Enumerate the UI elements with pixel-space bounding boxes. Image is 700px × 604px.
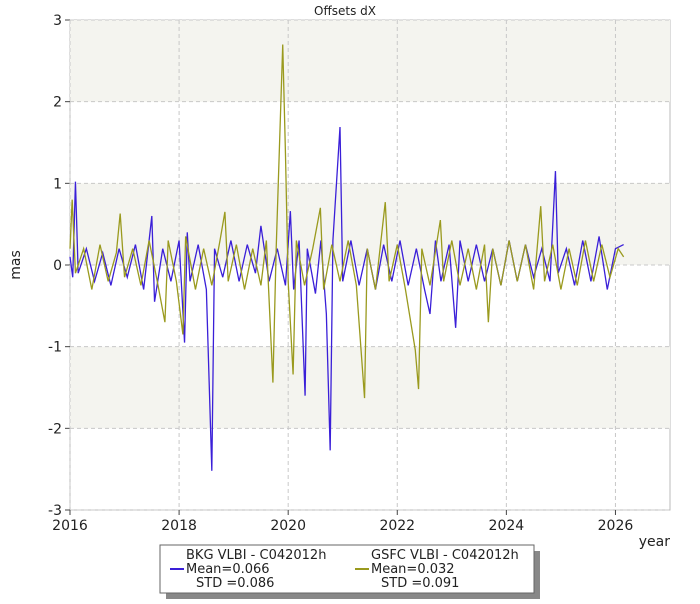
x-tick-label: 2026 <box>598 518 634 534</box>
y-tick-label: -1 <box>48 340 62 356</box>
legend-mean: Mean=0.066 <box>186 562 270 577</box>
x-tick-label: 2018 <box>161 518 197 534</box>
x-tick-label: 2024 <box>489 518 525 534</box>
y-tick-label: 0 <box>53 258 62 274</box>
band <box>70 346 670 429</box>
x-tick-label: 2022 <box>379 518 415 534</box>
series-line <box>69 44 625 399</box>
legend-label: GSFC VLBI - C042012h <box>371 548 519 563</box>
legend-mean: Mean=0.032 <box>371 562 455 577</box>
y-tick-label: -3 <box>48 503 62 519</box>
y-tick-label: 1 <box>53 176 62 192</box>
legend-std: STD =0.091 <box>381 576 459 591</box>
chart-title: Offsets dX <box>314 4 376 18</box>
legend <box>159 544 535 594</box>
legend-label: BKG VLBI - C042012h <box>186 548 326 563</box>
band <box>70 20 670 102</box>
legend-std: STD =0.086 <box>196 576 274 591</box>
x-tick-label: 2016 <box>52 518 88 534</box>
y-axis-label: mas <box>8 250 24 280</box>
x-tick-label: 2020 <box>270 518 306 534</box>
y-tick-label: -2 <box>48 421 62 437</box>
y-tick-label: 3 <box>53 13 62 29</box>
y-tick-label: 2 <box>53 95 62 111</box>
x-axis-label: year <box>639 534 670 550</box>
